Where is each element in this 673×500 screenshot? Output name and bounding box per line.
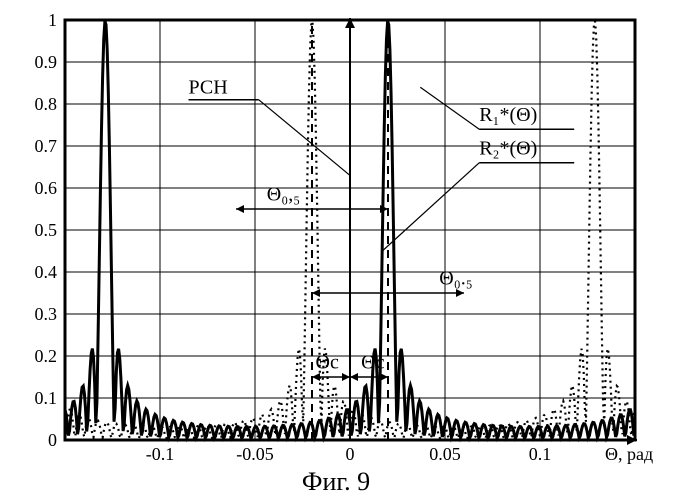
y-tick-label: 0.6: [35, 178, 58, 198]
y-tick-label: 0.8: [35, 94, 58, 114]
x-tick-label: 0: [346, 444, 355, 464]
y-tick-label: 0.4: [35, 262, 58, 282]
figure-caption: Фиг. 9: [302, 467, 370, 496]
y-tick-label: 0.5: [35, 220, 58, 240]
y-tick-label: 0: [48, 430, 57, 450]
arrowhead: [342, 373, 350, 381]
arrowhead: [456, 289, 464, 297]
y-tick-label: 0.1: [35, 388, 58, 408]
y-tick-label: 0.3: [35, 304, 58, 324]
r1-leader: [420, 87, 479, 129]
label-rsn: РСН: [189, 77, 228, 99]
r2-leader: [382, 163, 479, 251]
label-thetac-l: Θc: [316, 352, 339, 374]
x-axis-label: Θ, рад: [605, 444, 653, 464]
y-tick-label: 0.9: [35, 52, 58, 72]
label-theta05-b: Θ₀.₅: [439, 268, 472, 290]
arrowhead: [380, 373, 388, 381]
x-tick-label: 0.05: [429, 444, 461, 464]
arrowhead: [236, 205, 244, 213]
x-tick-label: -0.05: [236, 444, 274, 464]
label-r1: R₁*(Θ): [479, 104, 537, 126]
y-tick-label: 1: [48, 10, 57, 30]
x-tick-label: 0.1: [529, 444, 552, 464]
arrowhead: [312, 373, 320, 381]
label-r2: R₂*(Θ): [479, 137, 537, 159]
label-thetac-r: Θc: [361, 352, 384, 374]
y-tick-label: 0.7: [35, 136, 58, 156]
x-tick-label: -0.1: [146, 444, 175, 464]
rsn-leader: [259, 100, 350, 176]
arrowhead: [350, 373, 358, 381]
arrowhead: [312, 289, 320, 297]
y-tick-label: 0.2: [35, 346, 58, 366]
label-theta05-a: Θ₀,₅: [267, 184, 300, 206]
chart-root: -0.1 -0.05 0 0.05 0.1 0 0.1 0.2 0.3 0.4 0.5 0.6 0.7 0…: [0, 0, 673, 500]
